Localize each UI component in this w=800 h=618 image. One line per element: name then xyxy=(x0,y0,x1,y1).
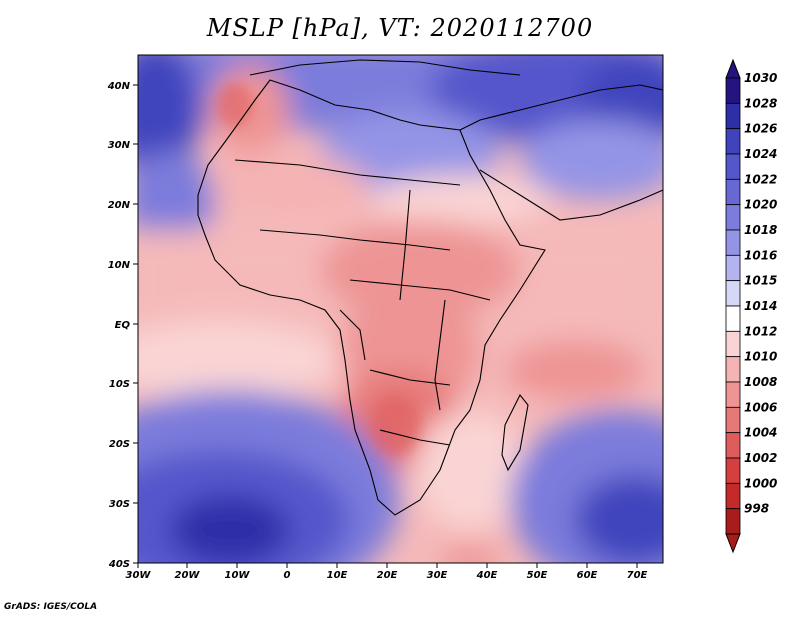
colorbar-swatch xyxy=(725,482,741,510)
colorbar-swatch xyxy=(725,508,741,535)
x-tick-label: 10E xyxy=(327,570,348,581)
x-tick-label: 20W xyxy=(175,570,201,581)
y-tick-label: 30S xyxy=(109,499,130,510)
colorbar-swatch xyxy=(725,128,741,155)
colorbar-swatch xyxy=(725,406,741,434)
colorbar-label: 1014 xyxy=(744,299,777,313)
coastlines xyxy=(197,59,663,516)
colorbar-swatch xyxy=(725,356,741,383)
colorbar-label: 1030 xyxy=(744,71,777,85)
colorbar-label: 1026 xyxy=(744,122,777,136)
colorbar-label: 1016 xyxy=(744,248,777,262)
plot-frame xyxy=(137,54,664,564)
y-tick-label: 40S xyxy=(108,559,130,570)
y-tick-label: 10N xyxy=(108,260,131,271)
colorbar-label: 1008 xyxy=(744,375,777,389)
credit-text: GrADS: IGES/COLA xyxy=(4,602,98,612)
y-tick-label: EQ xyxy=(115,320,131,331)
y-tick-label: 10S xyxy=(109,379,130,390)
colorbar-swatch xyxy=(725,457,741,484)
colorbar-label: 1020 xyxy=(744,198,777,212)
colorbar-swatch xyxy=(725,204,741,231)
colorbar-label: 1000 xyxy=(744,476,777,490)
colorbar-swatch xyxy=(725,77,741,104)
colorbar-label: 1024 xyxy=(744,147,777,161)
y-tick-label: 30N xyxy=(108,140,131,151)
x-tick-label: 70E xyxy=(627,570,648,581)
colorbar-bottom-arrow xyxy=(725,533,741,554)
y-tick-label: 40N xyxy=(107,81,131,92)
colorbar-label: 1022 xyxy=(744,172,777,186)
x-tick-label: 30E xyxy=(427,570,448,581)
colorbar-swatch xyxy=(725,153,741,180)
colorbar-label: 1028 xyxy=(744,96,777,110)
colorbar-swatch xyxy=(725,229,741,256)
colorbar-swatch xyxy=(725,432,741,459)
colorbar-label: 1012 xyxy=(744,324,777,338)
x-tick-label: 0 xyxy=(284,570,291,581)
chart-title: MSLP [hPa], VT: 2020112700 xyxy=(206,14,594,42)
colorbar-swatch xyxy=(725,254,741,282)
colorbar-top-arrow xyxy=(725,58,741,79)
colorbar-swatch xyxy=(725,381,741,408)
y-tick-label: 20S xyxy=(109,439,130,450)
pressure-field xyxy=(138,55,663,563)
colorbar-label: 1002 xyxy=(744,451,777,465)
colorbar: 1030 1028 1026 1024 1022 1020 1018 1016 1015 1014… xyxy=(725,58,777,554)
colorbar-label: 998 xyxy=(744,502,769,516)
x-tick-label: 60E xyxy=(577,570,598,581)
x-tick-label: 10W xyxy=(225,570,251,581)
colorbar-label: 1006 xyxy=(744,400,777,414)
colorbar-label: 1004 xyxy=(744,426,777,440)
colorbar-label: 1010 xyxy=(744,350,777,364)
colorbar-label: 1015 xyxy=(744,274,777,288)
x-tick-label: 20E xyxy=(377,570,398,581)
x-tick-label: 40E xyxy=(476,570,498,581)
x-tick-label: 50E xyxy=(527,570,548,581)
colorbar-swatch xyxy=(725,280,741,307)
colorbar-swatch xyxy=(725,178,741,206)
colorbar-swatch xyxy=(725,305,741,332)
x-axis-labels: 30W 20W 10W 0 10E 20E 30E 40E 50E 60E 70… xyxy=(126,570,648,581)
y-axis-labels: 40N 30N 20N 10N EQ 10S 20S 30S 40S xyxy=(107,81,131,570)
x-tick-label: 30W xyxy=(126,570,152,581)
colorbar-swatch xyxy=(725,102,741,130)
axis-ticks xyxy=(133,84,638,568)
colorbar-label: 1018 xyxy=(744,223,777,237)
colorbar-swatch xyxy=(725,330,741,358)
y-tick-label: 20N xyxy=(108,200,131,211)
